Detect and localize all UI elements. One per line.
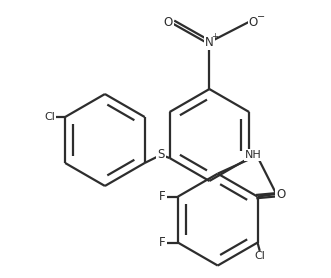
Text: O: O xyxy=(249,16,258,29)
Text: F: F xyxy=(159,236,166,249)
Text: N: N xyxy=(205,36,214,49)
Text: Cl: Cl xyxy=(44,112,55,122)
Text: S: S xyxy=(157,148,165,162)
Text: −: − xyxy=(257,12,265,22)
Text: O: O xyxy=(276,188,286,201)
Text: NH: NH xyxy=(245,150,261,160)
Text: F: F xyxy=(159,190,166,203)
Text: Cl: Cl xyxy=(255,251,266,261)
Text: +: + xyxy=(212,32,218,41)
Text: O: O xyxy=(164,16,173,29)
